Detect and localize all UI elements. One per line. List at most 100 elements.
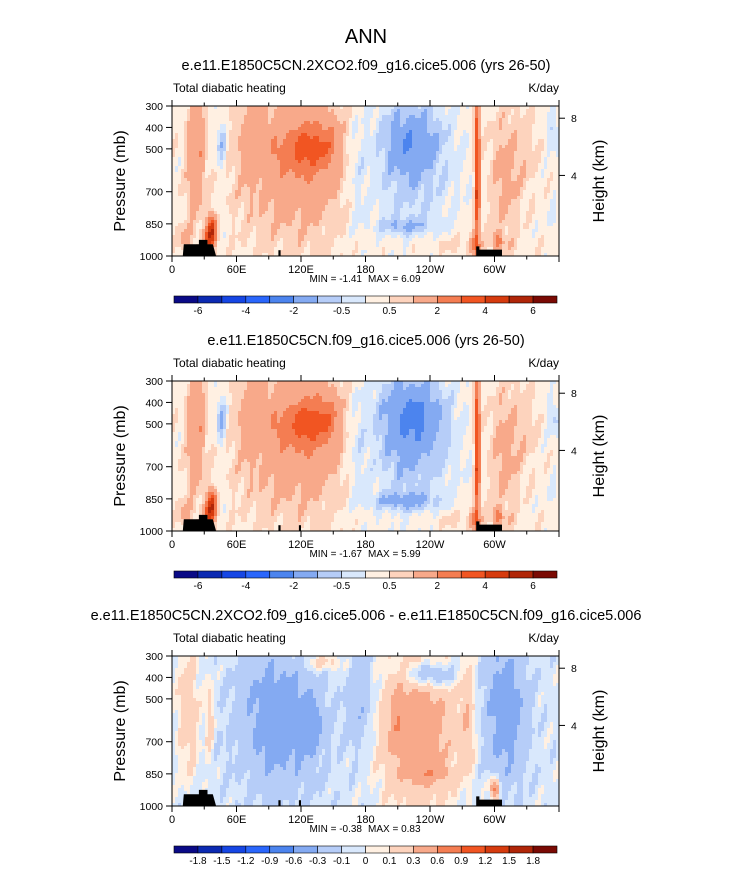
contour-cell bbox=[376, 202, 380, 206]
contour-cell bbox=[238, 453, 260, 457]
contour-cell bbox=[223, 154, 227, 158]
contour-cell bbox=[172, 677, 176, 681]
contour-cell bbox=[184, 160, 188, 164]
contour-cell bbox=[241, 435, 278, 439]
contour-cell bbox=[481, 504, 485, 508]
contour-cell bbox=[457, 115, 473, 119]
contour-cell bbox=[367, 187, 383, 191]
contour-cell bbox=[226, 151, 242, 155]
contour-cell bbox=[421, 513, 434, 517]
contour-cell bbox=[217, 250, 227, 254]
contour-cell bbox=[217, 232, 221, 236]
contour-cell bbox=[205, 411, 209, 415]
contour-cell bbox=[457, 127, 473, 131]
contour-cell bbox=[370, 704, 377, 708]
contour-cell bbox=[223, 163, 227, 167]
contour-cell bbox=[460, 453, 470, 457]
contour-cell bbox=[481, 187, 488, 191]
contour-cell bbox=[220, 677, 224, 681]
contour-cell bbox=[439, 133, 452, 137]
contour-cell bbox=[427, 217, 458, 221]
contour-cell bbox=[226, 172, 230, 176]
contour-cell bbox=[355, 522, 359, 526]
contour-cell bbox=[328, 148, 335, 152]
contour-cell bbox=[340, 707, 347, 711]
contour-cell bbox=[478, 477, 482, 481]
contour-cell bbox=[475, 686, 479, 690]
contour-cell bbox=[493, 253, 515, 257]
contour-cell bbox=[376, 501, 380, 505]
contour-cell bbox=[475, 396, 479, 400]
contour-cell bbox=[379, 399, 383, 403]
contour-cell bbox=[550, 151, 557, 155]
contour-cell bbox=[445, 184, 452, 188]
contour-cell bbox=[502, 522, 509, 526]
contour-cell bbox=[358, 522, 365, 526]
contour-cell bbox=[349, 199, 356, 203]
contour-cell bbox=[535, 495, 539, 499]
contour-cell bbox=[268, 118, 272, 122]
contour-cell bbox=[187, 393, 191, 397]
contour-cell bbox=[481, 124, 488, 128]
contour-cell bbox=[556, 668, 560, 672]
contour-cell bbox=[262, 489, 275, 493]
contour-cell bbox=[316, 438, 329, 442]
contour-cell bbox=[181, 157, 185, 161]
contour-cell bbox=[550, 435, 557, 439]
contour-cell bbox=[385, 450, 392, 454]
contour-cell bbox=[547, 223, 554, 227]
contour-cell bbox=[478, 387, 482, 391]
contour-cell bbox=[451, 408, 455, 412]
contour-cell bbox=[538, 142, 545, 146]
contour-cell bbox=[397, 477, 401, 481]
contour-cell bbox=[340, 106, 344, 110]
contour-cell bbox=[322, 127, 329, 131]
contour-cell bbox=[502, 504, 506, 508]
contour-cell bbox=[382, 677, 389, 681]
contour-cell bbox=[454, 148, 458, 152]
contour-cell bbox=[250, 480, 254, 484]
contour-cell bbox=[496, 426, 515, 430]
contour-cell bbox=[493, 429, 497, 433]
contour-cell bbox=[478, 112, 482, 116]
contour-cell bbox=[331, 698, 371, 702]
contour-cell bbox=[208, 157, 218, 161]
contour-cell bbox=[277, 154, 296, 158]
contour-cell bbox=[340, 121, 344, 125]
contour-cell bbox=[511, 453, 518, 457]
contour-cell bbox=[172, 205, 188, 209]
contour-cell bbox=[529, 498, 536, 502]
contour-cell bbox=[487, 453, 494, 457]
contour-cell bbox=[274, 199, 329, 203]
contour-cell bbox=[547, 148, 560, 152]
contour-cell bbox=[400, 495, 404, 499]
contour-cell bbox=[439, 528, 443, 532]
contour-cell bbox=[226, 528, 233, 532]
contour-cell bbox=[481, 495, 488, 499]
contour-cell bbox=[253, 226, 257, 230]
contour-cell bbox=[454, 130, 464, 134]
contour-cell bbox=[478, 106, 482, 110]
y-tick-label: 850 bbox=[145, 219, 163, 231]
contour-cell bbox=[259, 489, 263, 493]
contour-cell bbox=[229, 519, 236, 523]
contour-cell bbox=[220, 501, 233, 505]
contour-cell bbox=[301, 226, 308, 230]
contour-cell bbox=[235, 504, 242, 508]
contour-cell bbox=[172, 121, 185, 125]
contour-cell bbox=[520, 217, 527, 221]
contour-cell bbox=[355, 438, 359, 442]
contour-cell bbox=[520, 692, 536, 696]
contour-cell bbox=[226, 414, 230, 418]
contour-cell bbox=[439, 519, 461, 523]
contour-cell bbox=[256, 513, 272, 517]
contour-cell bbox=[379, 480, 392, 484]
contour-cell bbox=[328, 674, 350, 678]
x-tick-label: 120E bbox=[288, 539, 314, 551]
contour-cell bbox=[499, 659, 509, 663]
contour-cell bbox=[544, 519, 560, 523]
contour-cell bbox=[307, 408, 335, 412]
contour-cell bbox=[208, 232, 215, 236]
contour-cell bbox=[238, 136, 275, 140]
contour-cell bbox=[316, 698, 326, 702]
